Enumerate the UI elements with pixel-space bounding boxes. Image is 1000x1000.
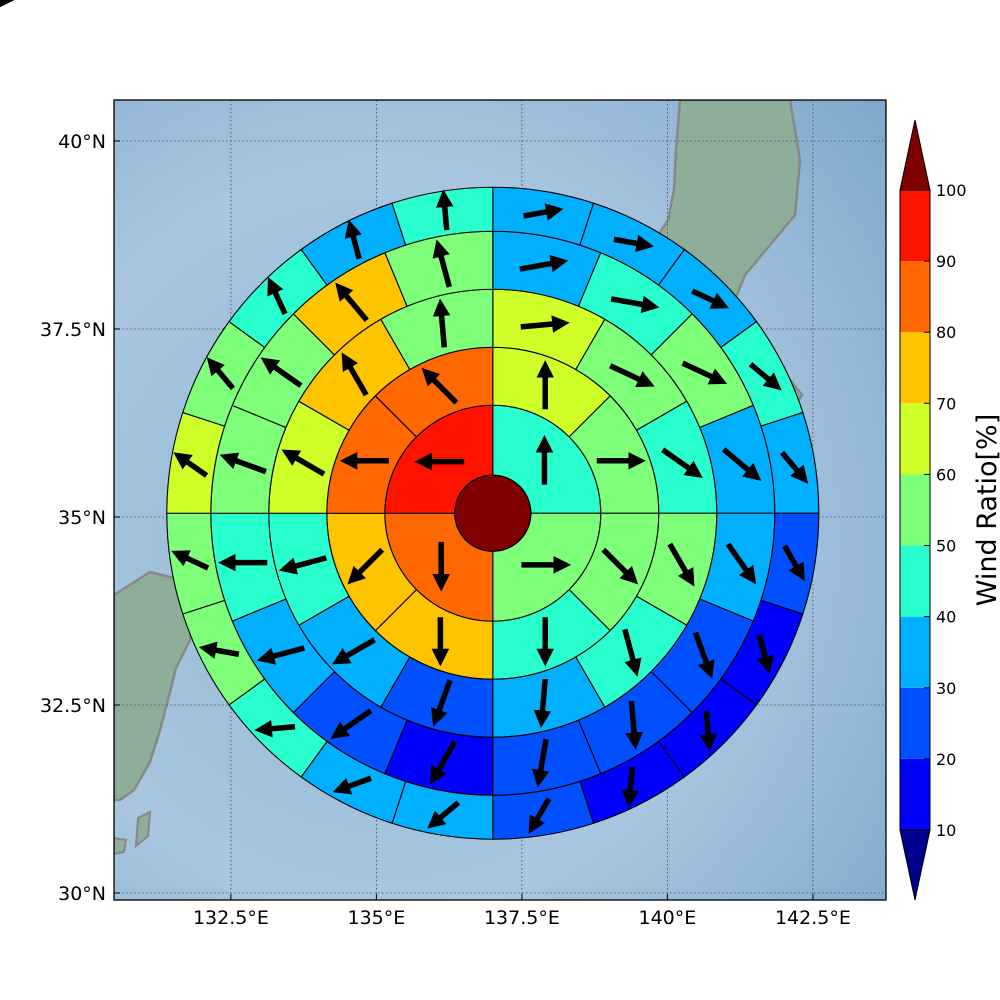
lon-tick-label: 135°E	[348, 907, 406, 929]
wind-direction-arrow	[435, 189, 454, 231]
lat-tick-label: 30°N	[58, 883, 106, 905]
wind-direction-arrow	[431, 679, 453, 727]
wind-direction-arrow	[610, 295, 660, 314]
wind-direction-arrow	[421, 367, 459, 405]
colorbar-over-triangle	[899, 119, 931, 191]
wind-direction-arrow	[260, 357, 303, 388]
lat-tick-label: 40°N	[58, 131, 106, 153]
colorbar-tick-label: 80	[936, 323, 956, 342]
colorbar-tick-label: 70	[936, 394, 956, 413]
wind-direction-arrow	[691, 288, 730, 309]
map-panel	[0, 0, 887, 901]
wind-direction-arrow	[267, 276, 288, 315]
colorbar-tick-label: 30	[936, 679, 956, 698]
wind-direction-arrow	[341, 352, 369, 397]
wind-direction-arrow	[432, 298, 451, 348]
wind-direction-arrow	[520, 315, 570, 333]
colorbar-bin	[900, 403, 930, 475]
lat-tick-label: 32.5°N	[40, 695, 106, 717]
colorbar-tick-label: 40	[936, 608, 956, 627]
wind-direction-arrow	[661, 447, 703, 478]
yakushima-island	[114, 836, 128, 856]
wind-direction-arrow	[609, 363, 655, 388]
wind-direction-arrow	[219, 452, 267, 475]
wind-direction-arrow	[622, 628, 642, 677]
lon-tick-label: 142.5°E	[775, 907, 851, 929]
wind-direction-arrow	[430, 740, 458, 785]
wind-direction-arrow	[331, 637, 376, 665]
wind-direction-arrow	[533, 678, 552, 729]
wind-direction-arrow	[528, 797, 552, 834]
colorbar-tick-label: 100	[936, 181, 967, 200]
wind-direction-arrow	[699, 710, 718, 752]
wind-direction-arrow	[782, 544, 805, 582]
wind-direction-arrow	[625, 700, 643, 751]
colorbar-frame	[899, 189, 931, 831]
wind-direction-arrow	[432, 239, 452, 288]
wind-direction-arrow	[278, 555, 328, 575]
colorbar-bin	[900, 758, 930, 830]
latitude-axis: 30°N 32.5°N 35°N 37.5°N 40°N	[40, 131, 120, 905]
wind-direction-arrow	[531, 738, 550, 788]
colorbar-bin	[900, 261, 930, 333]
wind-direction-arrow	[519, 254, 569, 273]
wind-direction-arrow	[692, 631, 715, 679]
wind-direction-arrow	[681, 360, 728, 385]
colorbar-under-triangle	[899, 829, 931, 901]
wind-direction-arrow	[725, 542, 757, 585]
lat-tick-label: 35°N	[58, 507, 106, 529]
wind-direction-arrow	[779, 450, 809, 484]
colorbar-label: Wind Ratio[%]	[972, 414, 1000, 606]
wind-direction-arrow	[667, 542, 695, 587]
wind-direction-arrow	[344, 219, 362, 260]
lon-tick-label: 132.5°E	[193, 907, 269, 929]
wind-direction-arrow	[173, 452, 209, 478]
tanegashima-island	[134, 810, 152, 849]
wind-direction-arrow	[601, 547, 639, 585]
wind-direction-arrows	[171, 189, 809, 834]
wind-direction-arrow	[748, 362, 782, 391]
wind-direction-arrow	[256, 645, 305, 665]
wind-direction-arrow	[721, 447, 762, 481]
colorbar-bin	[900, 332, 930, 404]
wind-direction-arrow	[756, 633, 774, 674]
wind-ratio-sector	[391, 186, 494, 246]
map-frame	[113, 99, 887, 901]
lat-tick-label: 37.5°N	[40, 319, 106, 341]
wind-direction-arrow	[347, 547, 385, 585]
colorbar-tick-label: 50	[936, 537, 956, 556]
wind-direction-arrow	[198, 641, 240, 659]
wind-direction-arrow	[427, 800, 461, 829]
colorbar-tick-label: 90	[936, 252, 956, 271]
colorbar-bin	[900, 616, 930, 688]
wind-direction-arrow	[171, 550, 210, 571]
wind-direction-arrow	[206, 357, 236, 391]
longitude-axis: 132.5°E 135°E 137.5°E 140°E 142.5°E	[193, 894, 851, 929]
wind-direction-arrow	[332, 775, 372, 795]
wind-direction-arrow	[335, 282, 369, 322]
wind-direction-arrow	[281, 449, 326, 477]
colorbar-bin	[900, 190, 930, 262]
colorbar-tick-label: 60	[936, 465, 956, 484]
colorbar-bin	[900, 687, 930, 759]
colorbar-tick-label: 20	[936, 750, 956, 769]
lon-tick-label: 140°E	[639, 907, 697, 929]
lon-tick-label: 137.5°E	[484, 907, 560, 929]
wind-direction-arrow	[522, 203, 564, 221]
colorbar-bin	[900, 545, 930, 617]
colorbar: 10 20 30 40 50 60 70 80 90 100	[899, 119, 967, 901]
wind-direction-arrow	[330, 708, 373, 739]
wind-direction-arrow	[613, 234, 654, 253]
wind-direction-arrow	[621, 766, 640, 808]
colorbar-bin	[900, 474, 930, 546]
colorbar-tick-label: 10	[936, 821, 956, 840]
wind-direction-arrow	[254, 719, 296, 738]
center-disk	[454, 474, 532, 552]
